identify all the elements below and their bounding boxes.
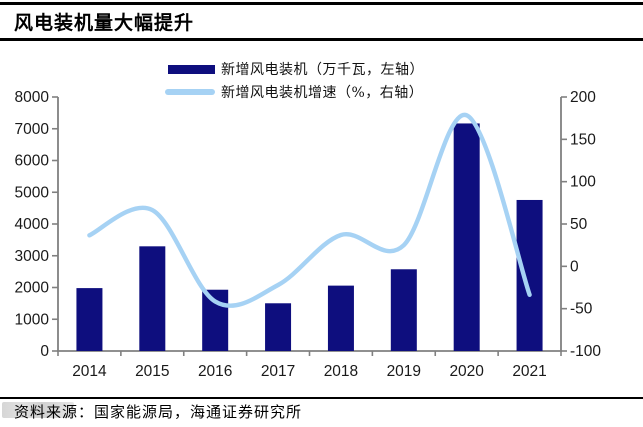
left-axis-tick-label: 2000 <box>15 280 50 297</box>
footer-divider <box>0 397 643 399</box>
legend-swatch-box <box>165 89 215 95</box>
right-axis-tick-label: 150 <box>570 131 596 148</box>
x-axis-label-2017: 2017 <box>261 363 295 380</box>
legend-label-line-series: 新增风电装机增速（%，右轴） <box>221 85 424 101</box>
title-divider <box>0 38 643 41</box>
legend-label-bar-series: 新增风电装机（万千瓦，左轴） <box>221 62 424 78</box>
page-title: 风电装机量大幅提升 <box>14 12 195 34</box>
bar-2014 <box>76 288 103 351</box>
right-axis-tick-label: 50 <box>570 216 588 233</box>
left-axis-tick-label: 8000 <box>15 89 50 106</box>
right-axis-tick-label: 100 <box>570 174 596 191</box>
bar-2018 <box>327 285 354 351</box>
bar-2021 <box>516 199 543 351</box>
bar-2020 <box>453 123 480 351</box>
left-axis-tick-label: 4000 <box>15 216 50 233</box>
chart-legend: 新增风电装机（万千瓦，左轴） 新增风电装机增速（%，右轴） <box>165 59 424 102</box>
x-axis-label-2019: 2019 <box>387 363 421 380</box>
left-axis-tick-label: 7000 <box>15 121 50 138</box>
growth-rate-line <box>87 113 532 308</box>
bar-2019 <box>390 269 417 351</box>
legend-item-bar-series: 新增风电装机（万千瓦，左轴） <box>165 59 424 79</box>
right-axis-tick-label: 200 <box>570 89 596 106</box>
x-axis-label-2020: 2020 <box>449 363 484 380</box>
x-axis-label-2015: 2015 <box>135 363 169 380</box>
source-note: 资料来源：国家能源局，海通证券研究所 <box>14 403 303 421</box>
x-axis-label-2014: 2014 <box>72 363 107 380</box>
x-axis-label-2016: 2016 <box>198 363 232 380</box>
top-border <box>0 2 643 5</box>
bar-series-swatch-icon <box>168 64 215 74</box>
bar-2015 <box>139 246 166 351</box>
left-axis-tick-label: 6000 <box>15 153 50 170</box>
left-axis-tick-label: 3000 <box>15 248 50 265</box>
right-axis-tick-label: -50 <box>570 301 593 318</box>
bar-2017 <box>265 303 292 351</box>
legend-item-line-series: 新增风电装机增速（%，右轴） <box>165 82 424 102</box>
legend-swatch-box <box>165 64 215 74</box>
left-axis-tick-label: 5000 <box>15 184 50 201</box>
right-axis-tick-label: 0 <box>570 258 579 275</box>
line-series-swatch-icon <box>165 89 215 95</box>
left-axis-tick-label: 0 <box>40 343 49 360</box>
right-axis-tick-label: -100 <box>570 343 601 360</box>
watermark-stamp <box>2 402 74 418</box>
x-axis-label-2018: 2018 <box>324 363 358 380</box>
left-axis-tick-label: 1000 <box>15 311 50 328</box>
x-axis-label-2021: 2021 <box>512 363 546 380</box>
